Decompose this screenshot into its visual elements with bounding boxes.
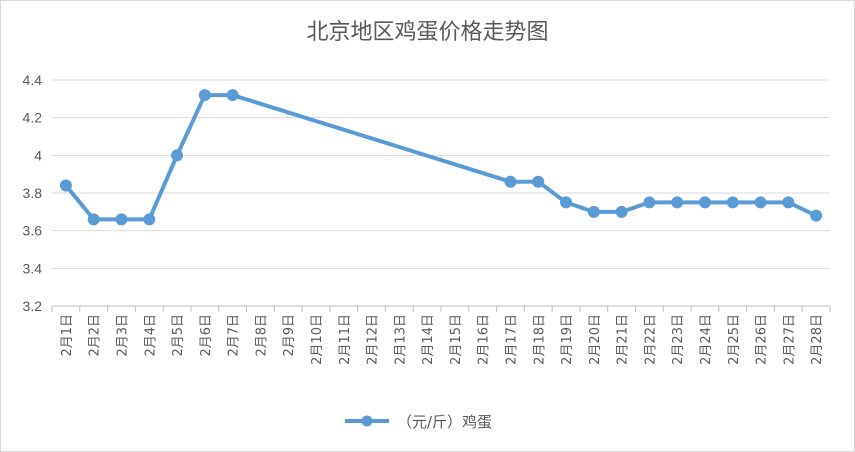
x-tick-label: 2月18日 bbox=[532, 314, 547, 365]
data-point bbox=[754, 196, 767, 209]
x-tick-label: 2月4日 bbox=[143, 314, 158, 357]
y-tick-label: 4.4 bbox=[23, 72, 43, 88]
data-point bbox=[615, 205, 628, 218]
x-tick-label: 2月10日 bbox=[310, 314, 325, 365]
x-tick-label: 2月5日 bbox=[171, 314, 186, 357]
y-tick-label: 3.6 bbox=[23, 223, 43, 239]
x-tick-label: 2月8日 bbox=[254, 314, 269, 357]
x-tick-label: 2月23日 bbox=[671, 314, 686, 365]
chart-title: 北京地区鸡蛋价格走势图 bbox=[306, 20, 549, 45]
x-tick-label: 2月15日 bbox=[449, 314, 464, 365]
data-point bbox=[504, 175, 517, 188]
data-point bbox=[59, 179, 72, 192]
data-point bbox=[810, 209, 823, 222]
x-tick-label: 2月24日 bbox=[699, 314, 714, 365]
x-tick-label: 2月16日 bbox=[477, 314, 492, 365]
y-tick-label: 4.2 bbox=[23, 110, 43, 126]
x-tick-label: 2月11日 bbox=[338, 314, 353, 365]
y-tick-label: 3.2 bbox=[23, 298, 43, 314]
x-tick-label: 2月14日 bbox=[421, 314, 436, 365]
x-tick-label: 2月25日 bbox=[727, 314, 742, 365]
data-point bbox=[782, 196, 795, 209]
legend-label: （元/斤）鸡蛋 bbox=[397, 413, 492, 431]
data-point bbox=[115, 213, 128, 226]
x-tick-label: 2月27日 bbox=[782, 314, 797, 365]
legend: （元/斤）鸡蛋 bbox=[345, 413, 492, 431]
x-tick-label: 2月13日 bbox=[393, 314, 408, 365]
y-axis-ticks: 3.2 3.4 3.6 3.8 4 4.2 4.4 bbox=[23, 72, 43, 314]
series-layer bbox=[59, 89, 823, 226]
x-tick-label: 2月21日 bbox=[616, 314, 631, 365]
x-axis: 2月1日 2月2日 2月3日 2月4日 2月5日 2月6日 2月7日 2月8日 2月9日 2月10… bbox=[51, 306, 831, 365]
data-point bbox=[198, 89, 211, 102]
data-point bbox=[87, 213, 100, 226]
x-tick-label: 2月22日 bbox=[643, 314, 658, 365]
data-point bbox=[643, 196, 656, 209]
data-point bbox=[226, 89, 239, 102]
x-tick-label: 2月9日 bbox=[282, 314, 297, 357]
x-tick-label: 2月20日 bbox=[588, 314, 603, 365]
data-point bbox=[143, 213, 156, 226]
y-tick-label: 3.4 bbox=[23, 260, 43, 276]
y-tick-label: 4 bbox=[34, 147, 42, 163]
y-tick-label: 3.8 bbox=[23, 185, 43, 201]
x-tick-label: 2月6日 bbox=[199, 314, 214, 357]
data-point bbox=[726, 196, 739, 209]
x-tick-label: 2月28日 bbox=[810, 314, 825, 365]
data-point bbox=[171, 149, 184, 162]
data-point bbox=[671, 196, 684, 209]
data-point bbox=[560, 196, 573, 209]
data-point bbox=[698, 196, 711, 209]
x-tick-label: 2月1日 bbox=[60, 314, 75, 357]
gridlines bbox=[52, 79, 830, 307]
x-tick-label: 2月26日 bbox=[755, 314, 770, 365]
x-tick-label: 2月12日 bbox=[366, 314, 381, 365]
data-point bbox=[587, 205, 600, 218]
x-tick-label: 2月3日 bbox=[115, 314, 130, 357]
data-point bbox=[532, 175, 545, 188]
x-tick-label: 2月17日 bbox=[504, 314, 519, 365]
x-tick-label: 2月7日 bbox=[227, 314, 242, 357]
x-tick-label: 2月19日 bbox=[560, 314, 575, 365]
legend-marker bbox=[361, 415, 373, 427]
x-tick-label: 2月2日 bbox=[88, 314, 103, 357]
